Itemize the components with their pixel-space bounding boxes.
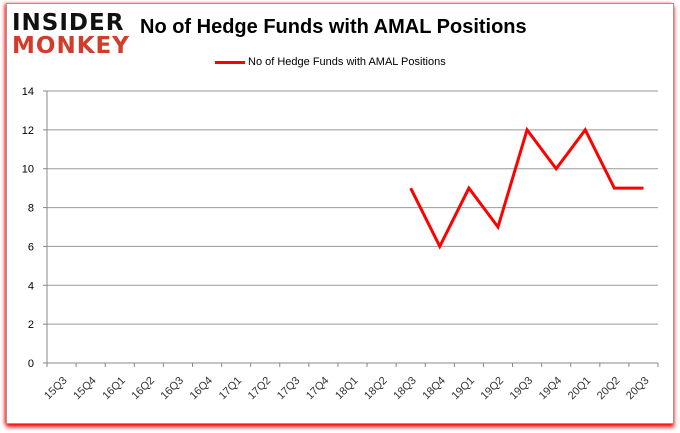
logo-insider: INSIDER	[12, 10, 125, 36]
x-tick-label: 18Q1	[333, 375, 361, 403]
x-tick-label: 18Q3	[391, 375, 419, 403]
x-tick-label: 19Q1	[449, 375, 477, 403]
legend-swatch	[215, 60, 245, 64]
legend-label: No of Hedge Funds with AMAL Positions	[248, 56, 446, 68]
y-tick-label: 6	[28, 241, 34, 253]
x-tick-label: 17Q1	[217, 375, 245, 403]
y-tick-label: 4	[28, 280, 34, 292]
x-tick-label: 20Q2	[595, 375, 623, 403]
legend: No of Hedge Funds with AMAL Positions	[215, 56, 446, 68]
y-tick-label: 8	[28, 203, 34, 215]
x-tick-label: 18Q4	[420, 375, 448, 403]
y-tick-label: 10	[22, 164, 34, 176]
x-tick-label: 17Q3	[275, 375, 303, 403]
x-tick-label: 20Q3	[624, 375, 652, 403]
y-tick-label: 2	[28, 319, 34, 331]
x-tick-label: 19Q4	[537, 375, 565, 403]
x-tick-label: 16Q3	[159, 375, 187, 403]
x-tick-label: 19Q3	[508, 375, 536, 403]
series-line	[409, 126, 644, 250]
x-tick-label: 15Q3	[42, 375, 70, 403]
x-tick-label: 15Q4	[71, 375, 99, 403]
x-tick-label: 17Q2	[246, 375, 274, 403]
x-tick-label: 16Q4	[188, 375, 216, 403]
chart-title: No of Hedge Funds with AMAL Positions	[140, 16, 527, 38]
logo-monkey: MONKEY	[12, 33, 130, 59]
y-tick-label: 14	[22, 86, 34, 98]
x-tick-label: 16Q2	[129, 375, 157, 403]
x-tick-label: 19Q2	[479, 375, 507, 403]
x-tick-label: 17Q4	[304, 375, 332, 403]
y-tick-label: 0	[28, 358, 34, 370]
x-tick-label: 16Q1	[100, 375, 128, 403]
x-tick-label: 20Q1	[566, 375, 594, 403]
x-tick-label: 18Q2	[362, 375, 390, 403]
y-tick-label: 12	[22, 125, 34, 137]
chart-frame	[6, 3, 674, 424]
